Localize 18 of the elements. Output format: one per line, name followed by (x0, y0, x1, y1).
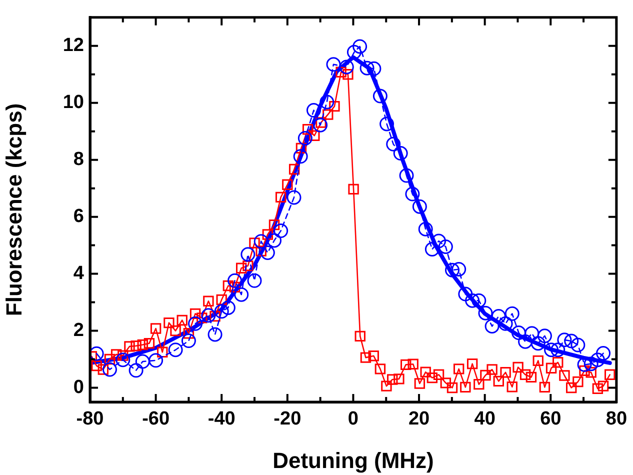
y-tick-label: 0 (73, 376, 84, 398)
y-tick-label: 10 (62, 92, 84, 114)
x-tick-label: -20 (274, 408, 302, 430)
x-tick-label: -80 (76, 408, 104, 430)
x-tick-label: 40 (474, 408, 496, 430)
x-axis-title: Detuning (MHz) (272, 448, 434, 473)
x-tick-label: 0 (348, 408, 359, 430)
x-tick-label: -40 (208, 408, 236, 430)
y-axis-title: Fluorescence (kcps) (1, 103, 26, 316)
x-tick-label: -60 (142, 408, 170, 430)
x-tick-label: 60 (540, 408, 562, 430)
x-tick-label: 20 (408, 408, 430, 430)
y-tick-label: 6 (73, 206, 84, 228)
y-tick-label: 8 (73, 149, 84, 170)
y-tick-label: 2 (73, 320, 84, 342)
x-tick-label: 80 (606, 408, 628, 430)
y-tick-label: 12 (62, 35, 84, 56)
y-tick-label: 4 (73, 263, 84, 284)
